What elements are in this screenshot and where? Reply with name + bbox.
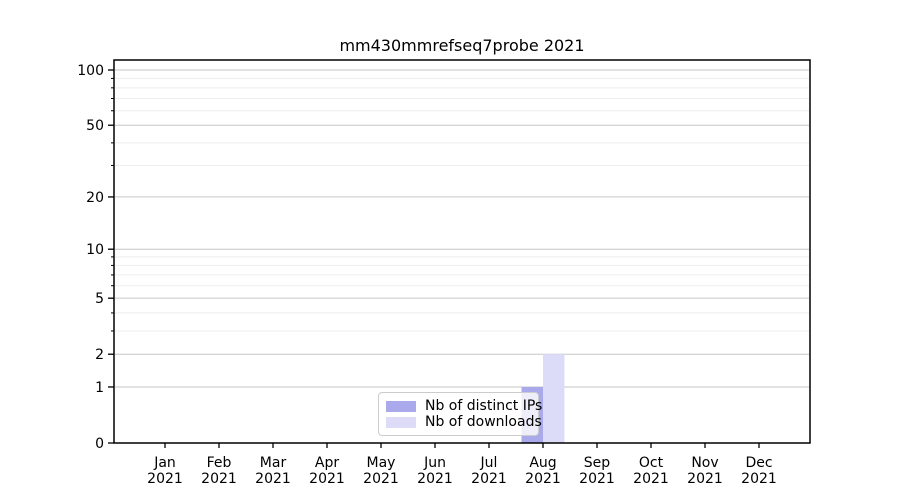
x-tick-label-month: Feb: [207, 455, 232, 471]
x-tick-label-year: 2021: [363, 471, 399, 487]
x-tick-label-month: Apr: [315, 455, 339, 471]
x-tick-label-year: 2021: [471, 471, 507, 487]
bar-downloads: [543, 354, 565, 443]
x-tick-label-month: Dec: [745, 455, 772, 471]
y-tick-label: 0: [95, 436, 104, 452]
y-tick-label: 5: [95, 291, 104, 307]
legend-swatch-downloads: [386, 416, 416, 428]
plot-border: [113, 59, 811, 444]
legend-entry-downloads: Nb of downloads: [386, 414, 542, 430]
x-tick-label-year: 2021: [255, 471, 291, 487]
legend-label-distinct-ips: Nb of distinct IPs: [425, 398, 543, 414]
x-tick-label-month: Mar: [260, 455, 287, 471]
x-tick-label-year: 2021: [687, 471, 723, 487]
x-tick-label-month: Jan: [153, 455, 176, 471]
x-tick-label-year: 2021: [741, 471, 777, 487]
x-tick-label-year: 2021: [633, 471, 669, 487]
legend-swatch-distinct-ips: [386, 400, 416, 412]
x-tick-label-year: 2021: [147, 471, 183, 487]
x-tick-label-year: 2021: [201, 471, 237, 487]
legend-label-downloads: Nb of downloads: [425, 414, 542, 430]
legend: Nb of distinct IPs Nb of downloads: [378, 392, 542, 436]
y-tick-label: 1: [95, 380, 104, 396]
y-tick-label: 20: [86, 190, 104, 206]
x-tick-label-month: Aug: [529, 455, 556, 471]
y-tick-label: 10: [86, 242, 104, 258]
x-tick-label-year: 2021: [309, 471, 345, 487]
x-tick-label-month: May: [367, 455, 396, 471]
x-tick-label-month: Nov: [691, 455, 718, 471]
y-tick-label: 2: [95, 347, 104, 363]
y-tick-label: 100: [77, 63, 104, 79]
x-tick-label-month: Sep: [584, 455, 611, 471]
x-tick-label-year: 2021: [525, 471, 561, 487]
y-tick-label: 50: [86, 118, 104, 134]
x-tick-label-month: Jun: [423, 455, 446, 471]
legend-entry-distinct-ips: Nb of distinct IPs: [386, 398, 542, 414]
x-tick-label-year: 2021: [579, 471, 615, 487]
x-tick-label-month: Jul: [480, 455, 498, 471]
x-tick-label-month: Oct: [639, 455, 664, 471]
x-tick-label-year: 2021: [417, 471, 453, 487]
chart-title: mm430mmrefseq7probe 2021: [339, 36, 585, 55]
